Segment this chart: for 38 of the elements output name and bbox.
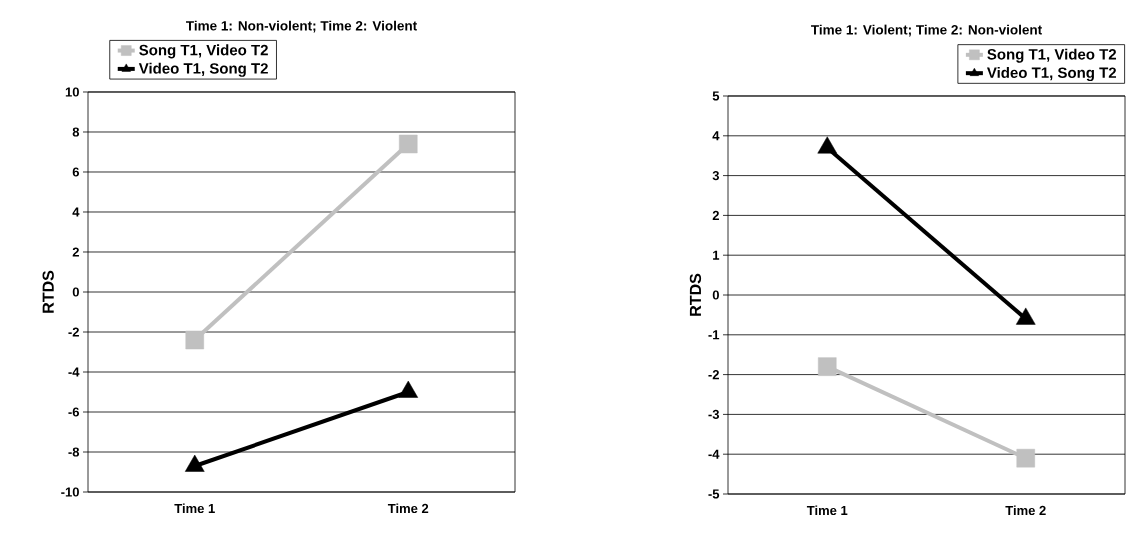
point [185,330,204,350]
x-tick-label: Time 2 [387,503,429,514]
point [818,357,837,376]
x-tick-label: Time 1 [174,503,215,514]
y-tick-label: -2 [708,370,719,380]
y-tick-label: 0 [712,290,719,300]
y-tick-label: 2 [72,247,79,257]
chart-title: Time 1: Non-violent; Time 2: Violent [186,20,417,33]
y-tick-label: 1 [713,250,720,260]
legend-label: Song T1, Video T2 [987,48,1117,63]
legend-label: Video T1, Song T2 [986,66,1117,82]
y-tick-label: 6 [72,167,80,177]
y-tick-label: 8 [72,127,80,137]
y-tick-label: 2 [712,210,719,220]
y-tick-label: -8 [68,447,80,457]
y-tick-label: -4 [68,367,80,377]
y-tick-label: 5 [712,91,720,101]
x-tick-label: Time 2 [1005,505,1046,516]
y-tick-label: 4 [72,207,80,217]
y-tick-label: -5 [708,489,720,499]
y-tick-label: 10 [65,87,79,97]
y-tick-label: 3 [712,170,720,181]
y-tick-label: -1 [708,330,720,340]
chart-title: Time 1: Violent; Time 2: Non-violent [811,24,1042,37]
x-tick-label: Time 1 [806,505,848,516]
y-tick-label: -6 [68,407,80,417]
point [399,134,418,154]
y-tick-label: 4 [712,131,720,141]
y-tick-label: -10 [61,487,79,497]
legend-label: Song T1, Video T2 [139,44,268,59]
y-axis-title: RTDS [42,270,54,313]
y-axis-title: RTDS [689,273,702,316]
y-tick-label: -3 [708,409,720,420]
legend-label: Video T1, Song T2 [138,62,268,77]
y-tick-label: 0 [72,287,79,297]
y-tick-label: -2 [68,327,79,337]
point [1016,448,1036,468]
y-tick-label: -4 [708,449,720,459]
